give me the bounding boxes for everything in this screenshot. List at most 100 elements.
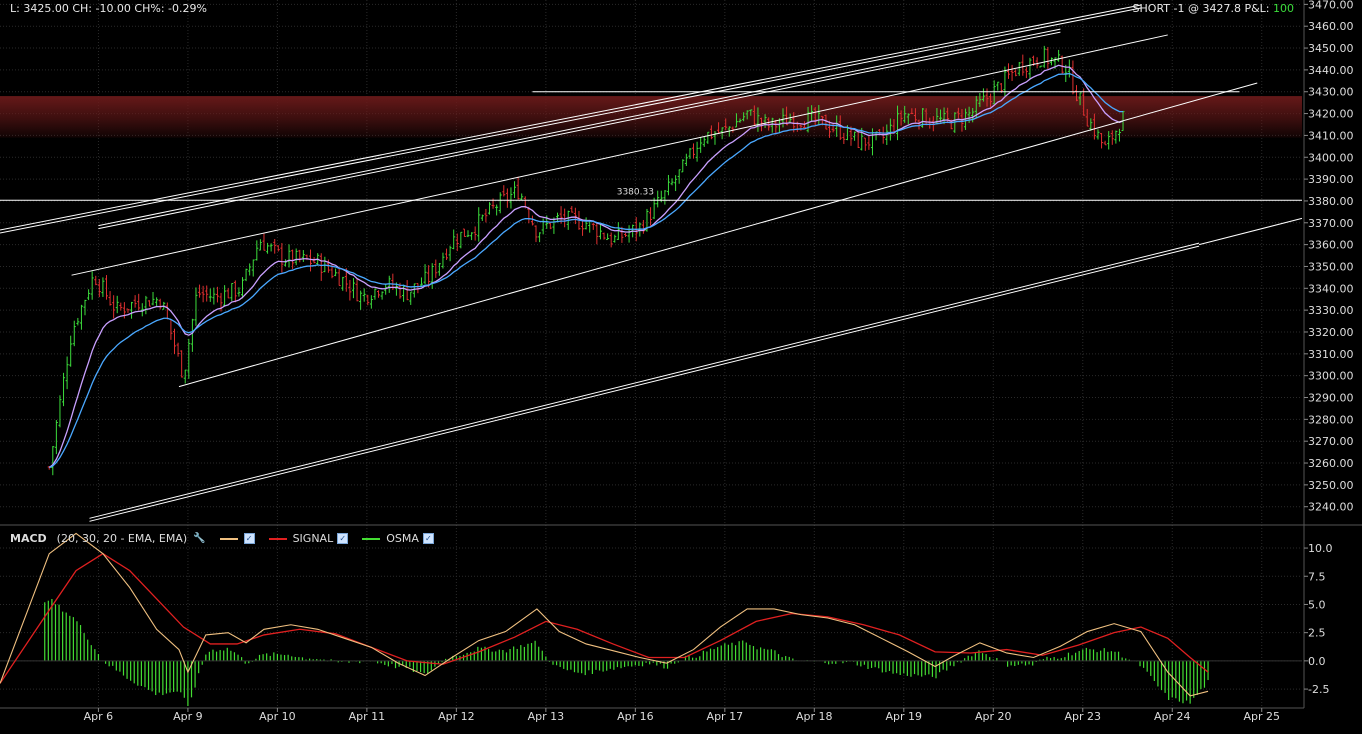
price-bar bbox=[480, 214, 484, 221]
price-bar bbox=[334, 268, 338, 277]
macd-axis-tick: 5.0 bbox=[1308, 598, 1326, 611]
price-bar bbox=[155, 297, 159, 307]
signal-toggle-checkbox[interactable]: ✓ bbox=[337, 533, 349, 544]
price-bar bbox=[65, 356, 69, 390]
time-axis-tick: Apr 25 bbox=[1243, 710, 1280, 723]
price-bar bbox=[702, 136, 706, 147]
price-bar bbox=[745, 110, 749, 120]
price-axis-tick: 3390.00 bbox=[1308, 173, 1354, 186]
price-bar bbox=[190, 318, 194, 352]
trendline[interactable] bbox=[89, 242, 1200, 522]
price-bar bbox=[51, 446, 55, 476]
osma-line-swatch bbox=[362, 537, 381, 540]
trendline[interactable] bbox=[98, 28, 1061, 230]
price-bar bbox=[130, 301, 134, 319]
price-bar bbox=[276, 245, 280, 252]
price-bar bbox=[1096, 129, 1100, 140]
trendline[interactable] bbox=[178, 82, 1258, 388]
price-bar bbox=[720, 127, 724, 140]
price-bar bbox=[280, 243, 284, 273]
price-bar bbox=[212, 287, 216, 305]
price-bar bbox=[734, 113, 738, 128]
time-axis-tick: Apr 11 bbox=[349, 710, 386, 723]
price-bar bbox=[1021, 54, 1025, 76]
price-bar bbox=[215, 286, 219, 303]
price-bar bbox=[147, 300, 151, 307]
price-bar bbox=[1110, 130, 1114, 145]
price-bar bbox=[477, 207, 481, 242]
price-bar bbox=[849, 126, 853, 146]
trendline[interactable] bbox=[71, 34, 1168, 276]
price-readout: L: 3425.00 CH: -10.00 CH%: -0.29% bbox=[10, 2, 207, 15]
osma-toggle-checkbox[interactable]: ✓ bbox=[422, 533, 434, 544]
price-bar bbox=[684, 153, 688, 166]
price-bar bbox=[369, 295, 373, 309]
price-bar bbox=[1082, 88, 1086, 116]
price-bars bbox=[47, 45, 1125, 476]
price-axis-tick: 3410.00 bbox=[1308, 129, 1354, 142]
price-bar bbox=[359, 290, 363, 310]
price-bar bbox=[69, 335, 73, 367]
price-bar bbox=[251, 259, 255, 277]
price-bar bbox=[72, 320, 76, 347]
time-axis-tick: Apr 17 bbox=[707, 710, 744, 723]
price-bar bbox=[785, 106, 789, 126]
price-axis-tick: 3330.00 bbox=[1308, 304, 1354, 317]
time-axis-tick: Apr 9 bbox=[173, 710, 203, 723]
price-bar bbox=[108, 291, 112, 306]
price-bar bbox=[1078, 92, 1082, 106]
wrench-icon[interactable]: 🔧 bbox=[193, 533, 206, 544]
price-bar bbox=[323, 256, 327, 273]
price-bar bbox=[591, 222, 595, 230]
price-bar bbox=[1042, 45, 1046, 68]
price-bar bbox=[623, 233, 627, 237]
price-bar bbox=[437, 262, 441, 276]
resistance-zone bbox=[0, 96, 1302, 138]
price-bar bbox=[301, 250, 305, 262]
macd-toggle-checkbox[interactable]: ✓ bbox=[243, 533, 255, 544]
price-bar bbox=[90, 271, 94, 300]
trendline[interactable] bbox=[1198, 217, 1303, 246]
price-bar bbox=[899, 110, 903, 126]
price-bar bbox=[187, 338, 191, 379]
time-axis-tick: Apr 19 bbox=[886, 710, 923, 723]
price-bar bbox=[448, 245, 452, 262]
macd-axis-tick: 2.5 bbox=[1308, 627, 1326, 640]
price-bar bbox=[169, 318, 173, 340]
price-bar bbox=[763, 114, 767, 128]
price-bar bbox=[54, 420, 58, 455]
price-bar bbox=[606, 233, 610, 241]
price-bar bbox=[516, 176, 520, 200]
price-bar bbox=[828, 120, 832, 138]
price-bar bbox=[573, 207, 577, 225]
price-bar bbox=[989, 93, 993, 108]
price-bar bbox=[126, 308, 130, 313]
price-bar bbox=[978, 92, 982, 107]
price-bar bbox=[434, 259, 438, 278]
price-bar bbox=[83, 299, 87, 316]
price-bar bbox=[380, 291, 384, 300]
price-bar bbox=[226, 288, 230, 299]
price-bar bbox=[1107, 131, 1111, 150]
price-bar bbox=[319, 253, 323, 281]
time-axis-tick: Apr 6 bbox=[84, 710, 114, 723]
price-bar bbox=[430, 263, 434, 289]
price-bar bbox=[101, 277, 105, 297]
price-bar bbox=[1039, 65, 1043, 68]
price-bar bbox=[351, 278, 355, 299]
price-bar bbox=[842, 132, 846, 145]
price-bar bbox=[237, 287, 241, 297]
price-bar bbox=[799, 124, 803, 131]
trendline[interactable] bbox=[0, 4, 1142, 234]
price-bar bbox=[595, 221, 599, 245]
price-bar bbox=[602, 232, 606, 240]
price-bar bbox=[466, 230, 470, 238]
price-bar bbox=[613, 234, 617, 243]
price-bar bbox=[330, 264, 334, 279]
price-bar bbox=[58, 395, 62, 428]
price-bar bbox=[598, 224, 602, 240]
price-axis-tick: 3400.00 bbox=[1308, 151, 1354, 164]
price-bar bbox=[541, 218, 545, 235]
price-bar bbox=[863, 137, 867, 151]
